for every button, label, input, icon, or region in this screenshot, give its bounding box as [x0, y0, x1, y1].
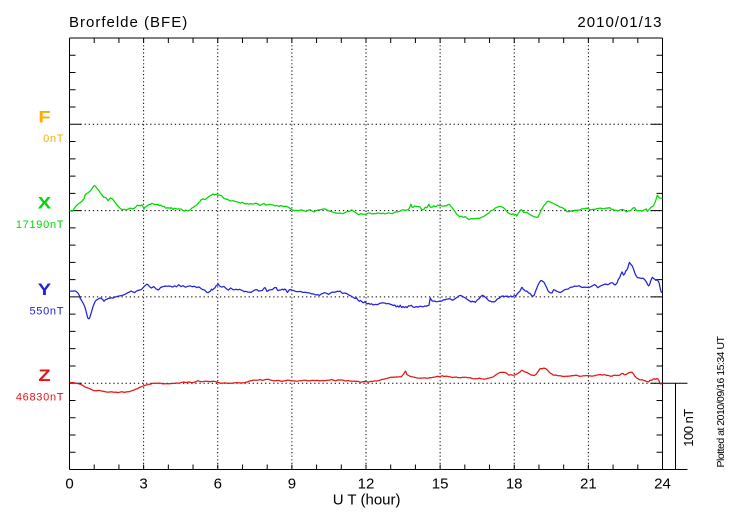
svg-text:21: 21 — [580, 476, 597, 493]
svg-text:Plotted at 2010/09/16 15:34 UT: Plotted at 2010/09/16 15:34 UT — [715, 335, 727, 467]
svg-text:U T (hour): U T (hour) — [333, 492, 401, 509]
svg-text:0nT: 0nT — [43, 133, 64, 145]
svg-text:15: 15 — [432, 476, 449, 493]
svg-text:X: X — [38, 193, 52, 212]
svg-text:9: 9 — [288, 476, 296, 493]
svg-text:0: 0 — [65, 476, 73, 493]
svg-text:12: 12 — [358, 476, 375, 493]
svg-text:24: 24 — [654, 476, 671, 493]
svg-text:100 nT: 100 nT — [681, 409, 696, 447]
svg-text:Y: Y — [38, 279, 52, 298]
svg-text:Brorfelde (BFE): Brorfelde (BFE) — [69, 14, 188, 31]
svg-text:3: 3 — [139, 476, 147, 493]
svg-text:46830nT: 46830nT — [16, 392, 64, 404]
svg-text:550nT: 550nT — [29, 305, 64, 317]
svg-text:17190nT: 17190nT — [16, 219, 64, 231]
svg-text:18: 18 — [506, 476, 523, 493]
svg-text:F: F — [38, 107, 50, 126]
svg-text:2010/01/13: 2010/01/13 — [577, 14, 662, 31]
svg-text:Z: Z — [38, 366, 50, 385]
svg-text:6: 6 — [214, 476, 222, 493]
